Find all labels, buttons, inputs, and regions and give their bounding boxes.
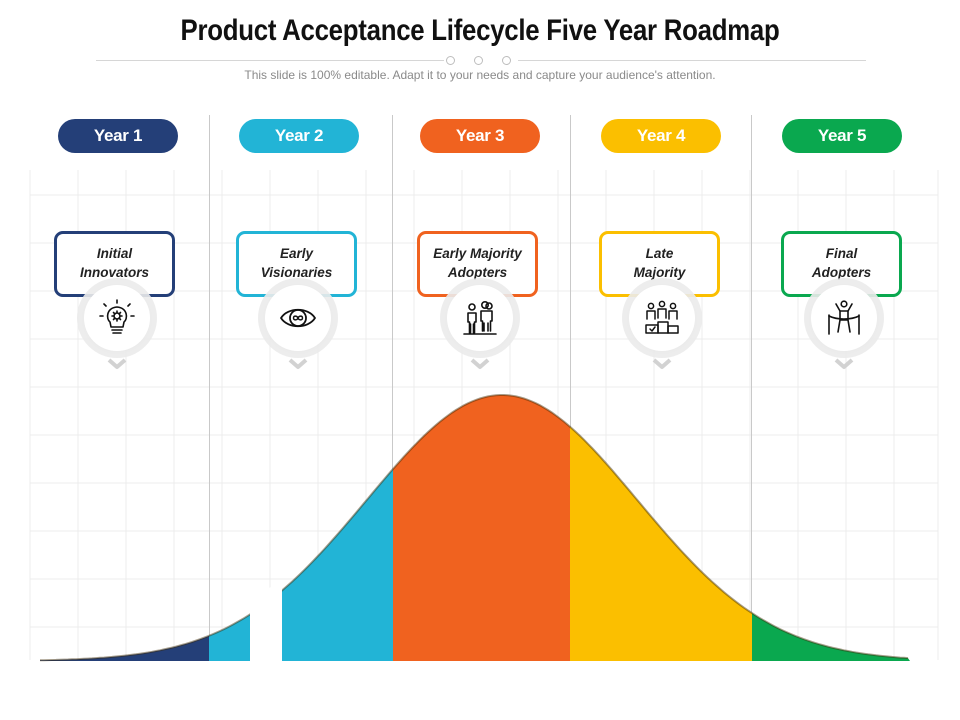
stage-label: Late Majority (633, 246, 686, 280)
chevron-down-icon (288, 358, 308, 369)
divider-dot (502, 56, 511, 65)
icon-badge-3 (447, 285, 513, 351)
divider-dot (474, 56, 483, 65)
chevron-down-icon (107, 358, 127, 369)
page-subtitle: This slide is 100% editable. Adapt it to… (244, 68, 716, 82)
curve-segment-year-3 (393, 395, 571, 661)
stage-label: Initial Innovators (79, 246, 149, 280)
column-divider (209, 115, 210, 660)
divider-dots (446, 56, 516, 66)
column-divider (570, 115, 571, 660)
column-divider (392, 115, 393, 660)
year-pill-4: Year 4 (601, 119, 721, 153)
column-divider (751, 115, 752, 660)
icon-badge-4 (629, 285, 695, 351)
eye-icon (280, 308, 316, 328)
chevron-down-icon (470, 358, 490, 369)
finish-line-icon (828, 300, 860, 335)
year-pill-3: Year 3 (420, 119, 540, 153)
title-divider-right (518, 60, 866, 61)
curve-gap (250, 580, 282, 664)
year-pill-1: Year 1 (58, 119, 178, 153)
curve-outline (40, 394, 909, 662)
curve-segment-year-1 (40, 395, 210, 661)
curve-segment-year-4 (570, 395, 753, 661)
icon-badge-5 (811, 285, 877, 351)
icon-badge-2 (265, 285, 331, 351)
stage-label: Early Visionaries (260, 246, 333, 280)
curve-segment-year-5 (752, 395, 910, 661)
stage-label: Final Adopters (811, 246, 872, 280)
curve-segment-year-2 (209, 395, 394, 661)
title-divider-left (96, 60, 444, 61)
stage-label: Early Majority Adopters (433, 246, 522, 280)
chevron-down-icon (652, 358, 672, 369)
chevron-down-icon (834, 358, 854, 369)
team-podium-icon (645, 300, 679, 334)
lightbulb-gear-icon (99, 299, 135, 334)
year-pill-2: Year 2 (239, 119, 359, 153)
icon-badge-1 (84, 285, 150, 351)
divider-dot (446, 56, 455, 65)
people-group-icon (463, 300, 497, 335)
year-pill-5: Year 5 (782, 119, 902, 153)
page-title: Product Acceptance Lifecycle Five Year R… (180, 14, 780, 47)
